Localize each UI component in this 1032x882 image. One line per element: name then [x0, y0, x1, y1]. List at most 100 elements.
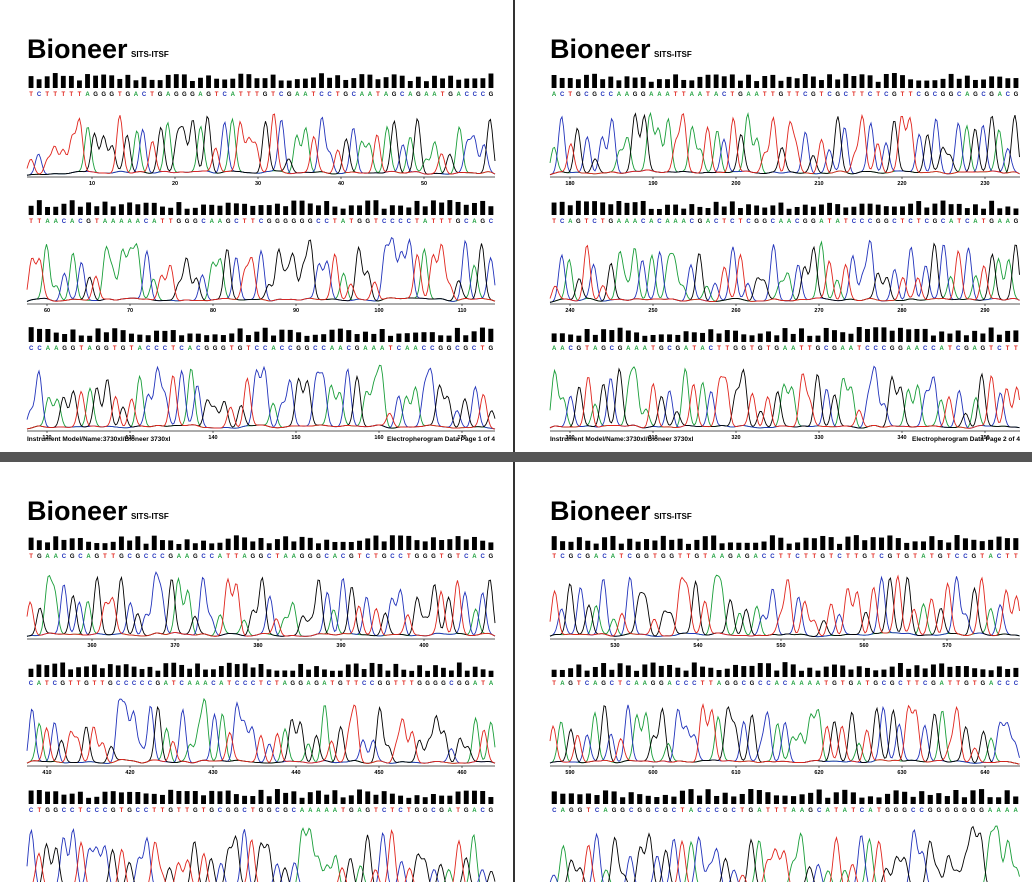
quality-bar: [283, 206, 288, 215]
quality-bar: [134, 80, 139, 88]
quality-bar: [150, 80, 155, 88]
footer-instrument: Instrument Model/Name:3730xl/Bioneer 373…: [550, 436, 694, 443]
quality-bar: [447, 796, 452, 804]
position-label: 80: [210, 308, 216, 314]
position-label: 340: [897, 435, 906, 441]
quality-bar: [898, 328, 903, 342]
quality-bar: [857, 327, 862, 342]
quality-bar: [980, 669, 985, 677]
quality-bar: [748, 789, 753, 804]
quality-bar: [160, 540, 165, 550]
quality-bar: [871, 537, 876, 550]
quality-bar: [230, 79, 235, 88]
quality-bar: [876, 797, 881, 804]
quality-bar: [673, 74, 678, 88]
quality-bar: [919, 791, 924, 804]
quality-bar: [824, 667, 829, 677]
quality-bar: [859, 798, 864, 804]
quality-bar: [226, 539, 231, 550]
quality-bar: [577, 794, 582, 804]
quality-bar: [980, 541, 985, 550]
quality-bar: [162, 331, 167, 342]
quality-bar: [803, 74, 808, 88]
quality-bar: [472, 331, 477, 342]
position-label: 570: [942, 643, 951, 649]
quality-bar: [955, 535, 960, 550]
quality-bar: [973, 204, 978, 215]
quality-bar: [765, 792, 770, 804]
quality-bar: [279, 330, 284, 342]
quality-bar: [332, 207, 337, 215]
quality-bar: [916, 201, 921, 215]
quality-bar: [45, 542, 50, 550]
quality-bar: [603, 790, 608, 804]
quality-bar: [314, 666, 319, 677]
quality-bar: [857, 666, 862, 677]
quality-bar: [447, 539, 452, 550]
quality-bar: [37, 790, 42, 804]
quality-bar: [854, 535, 859, 550]
quality-bar: [738, 208, 743, 215]
quality-bar: [29, 327, 34, 342]
quality-bar: [234, 203, 239, 215]
quality-bar: [373, 795, 378, 804]
quality-bar: [37, 79, 42, 88]
quality-bar: [392, 74, 397, 88]
quality-bar: [480, 541, 485, 550]
quality-bar: [324, 201, 329, 215]
quality-bar: [382, 209, 387, 215]
quality-bar: [750, 666, 755, 677]
page: {"pages": [ {"header": {"title": "Bionee…: [0, 0, 1032, 882]
quality-bar: [70, 200, 75, 215]
quality-bar: [144, 793, 149, 804]
quality-bar: [111, 206, 116, 215]
quality-bar: [795, 207, 800, 215]
quality-bar: [401, 670, 406, 677]
quality-bar: [201, 205, 206, 215]
quality-bar: [351, 78, 356, 88]
quality-bar: [413, 333, 418, 342]
position-label: 610: [731, 770, 740, 776]
quality-bar: [127, 541, 132, 550]
base-sequence: TGAACGCAGTTGCGCCCGAAGCCATTAGGCTAAGGGCACG…: [29, 554, 493, 560]
quality-bar: [971, 540, 976, 550]
quality-bar: [287, 81, 292, 88]
quality-bar: [885, 794, 890, 804]
quality-bar: [62, 334, 67, 342]
quality-bar: [634, 671, 639, 677]
quality-bar: [259, 538, 264, 550]
quality-bar: [206, 75, 211, 88]
quality-bar: [997, 335, 1002, 342]
quality-bar: [201, 541, 206, 550]
position-label: 100: [374, 308, 383, 314]
quality-bar: [135, 536, 140, 550]
quality-bar: [576, 336, 581, 342]
quality-bar: [440, 78, 445, 88]
quality-bar: [894, 790, 899, 804]
quality-bar: [609, 670, 614, 677]
quality-bar: [708, 668, 713, 677]
quality-bar: [750, 335, 755, 342]
quality-bar: [754, 205, 759, 215]
quality-bar: [1005, 790, 1010, 804]
quality-bar: [876, 82, 881, 88]
position-label: 160: [374, 435, 383, 441]
quality-bar: [800, 794, 805, 804]
quality-bar: [179, 335, 184, 342]
quality-bar: [600, 79, 605, 88]
quality-bar: [601, 663, 606, 677]
quality-bar: [956, 666, 961, 677]
quality-bar: [61, 540, 66, 550]
quality-bar: [689, 204, 694, 215]
quality-bar: [586, 793, 591, 804]
quality-bar: [111, 542, 116, 550]
quality-bar: [608, 204, 613, 215]
quality-bar: [306, 670, 311, 677]
quality-bar: [996, 797, 1001, 804]
quality-bar: [384, 77, 389, 88]
quality-bar: [455, 328, 460, 342]
quality-bar: [176, 791, 181, 804]
quality-bar: [694, 540, 699, 550]
quality-bar: [972, 331, 977, 342]
quality-bar: [242, 204, 247, 215]
